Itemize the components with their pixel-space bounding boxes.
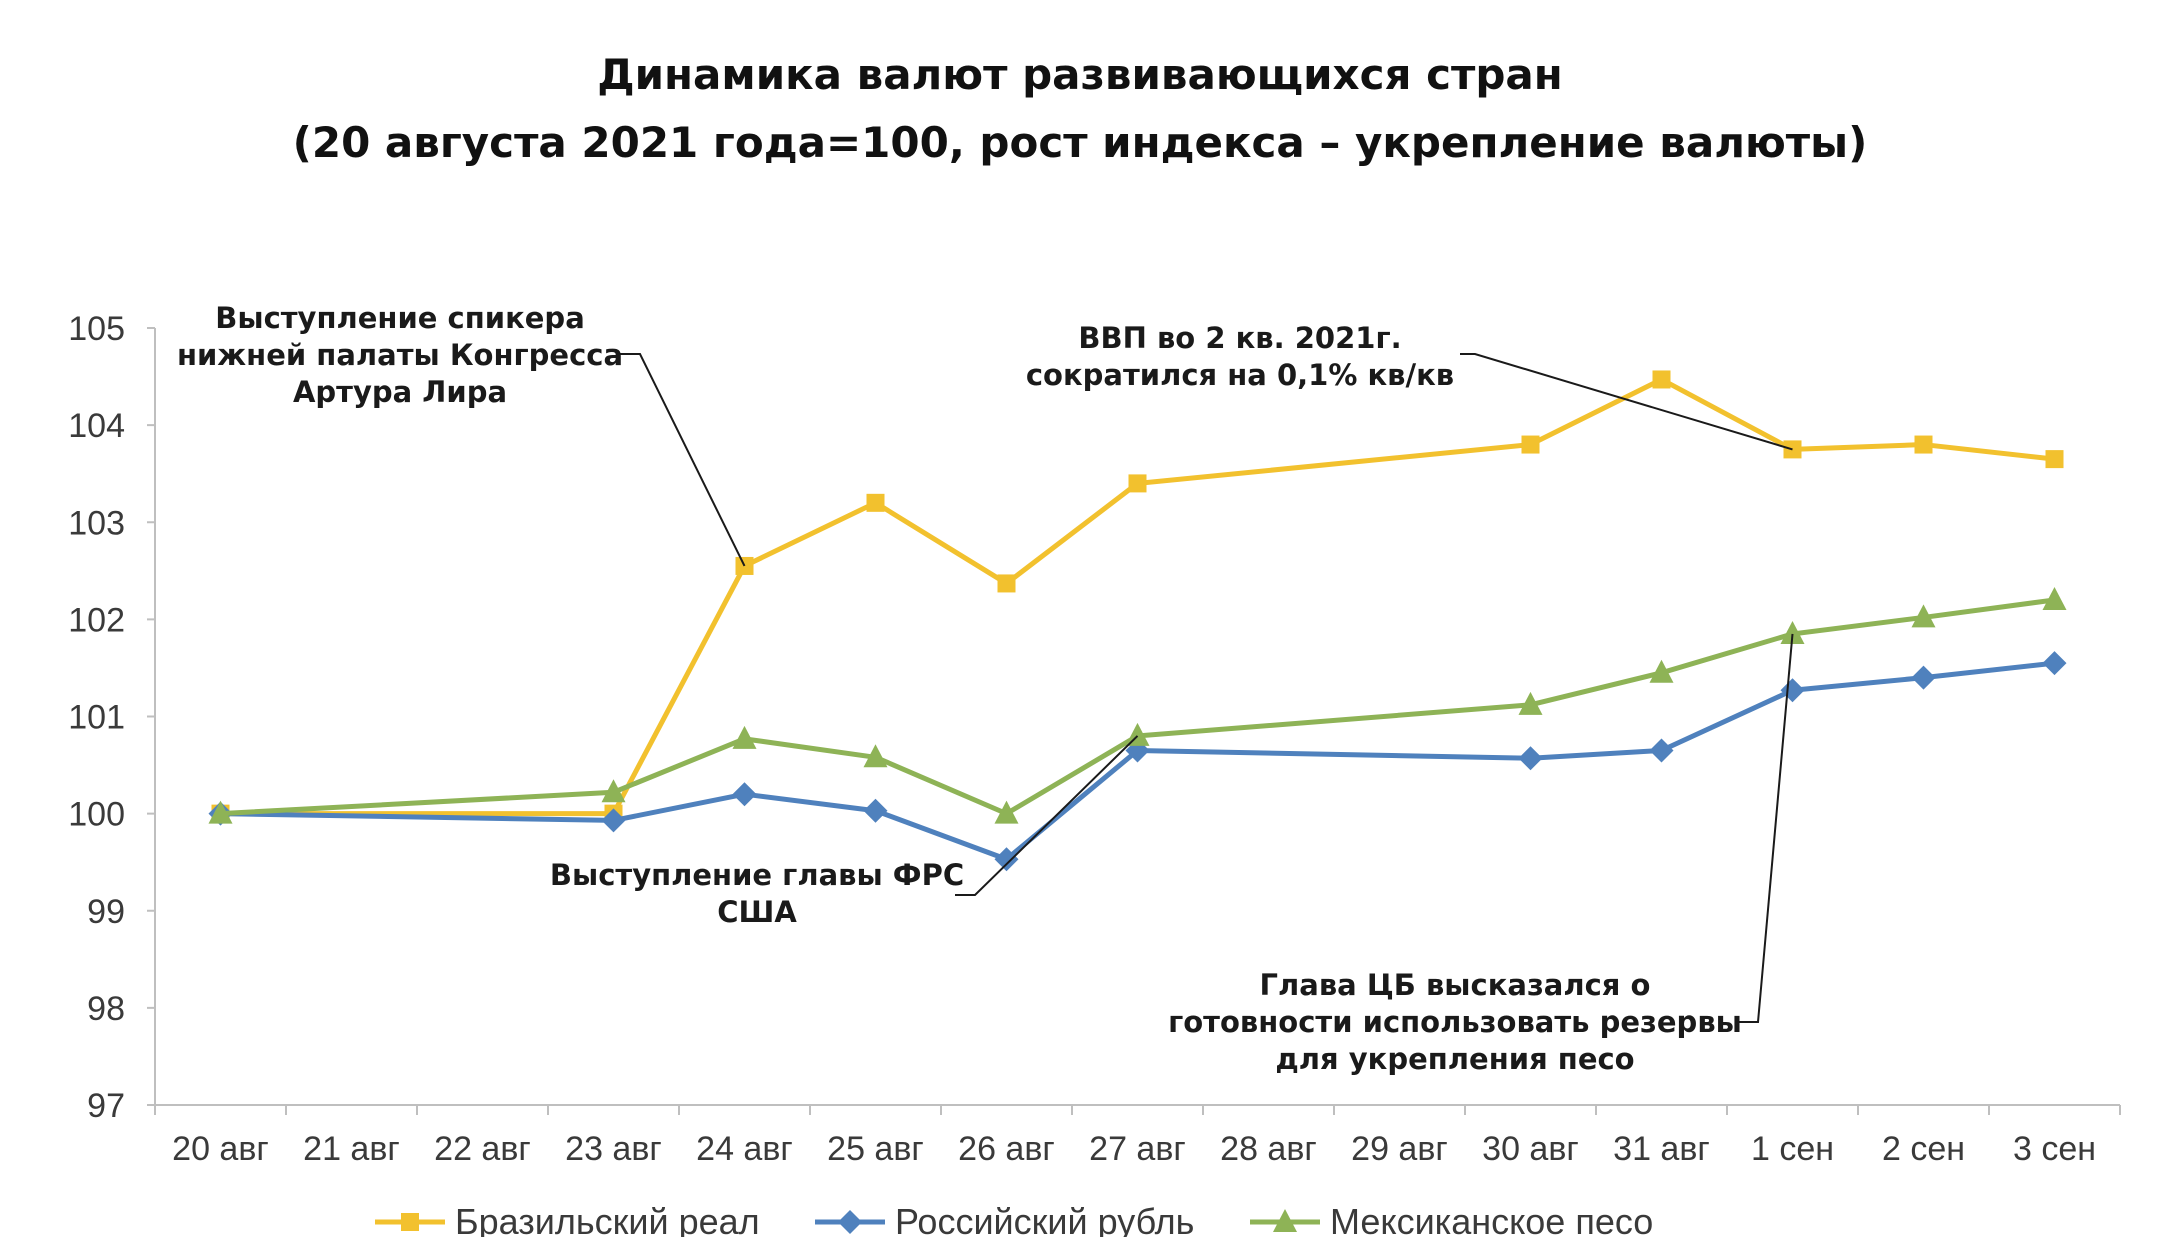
x-tick-label: 26 авг [958,1130,1055,1168]
y-tick-label: 104 [68,407,125,445]
data-point [1518,691,1543,715]
data-point [994,800,1019,824]
data-point [1780,620,1805,644]
y-tick-label: 98 [87,990,125,1028]
data-point [1128,474,1147,493]
x-tick-label: 30 авг [1482,1130,1579,1168]
annotation-leader-line [1735,633,1794,1023]
annotation-text: Артура Лира [293,375,507,409]
data-point [1125,722,1150,746]
annotation-leader-line [620,353,746,567]
legend-label: Бразильский реал [455,1201,760,1237]
data-point [1780,678,1805,703]
data-point [1521,435,1540,454]
y-tick-label: 102 [68,601,125,639]
annotation-text: США [717,895,797,929]
data-point [1649,659,1674,683]
chart-title: Динамика валют развивающихся стран [597,50,1563,99]
annotation-text: готовности использовать резервы [1168,1005,1742,1039]
annotation-text: Выступление спикера [215,301,585,335]
annotation-text: нижней палаты Конгресса [177,338,623,372]
x-tick-label: 31 авг [1613,1130,1710,1168]
data-point [997,574,1016,593]
data-point [601,779,626,803]
x-tick-label: 24 авг [696,1130,793,1168]
data-point [732,782,757,807]
y-tick-label: 101 [68,699,125,737]
annotation-text: ВВП во 2 кв. 2021г. [1078,321,1401,355]
annotation-leader-line [1460,353,1793,451]
x-tick-label: 2 сен [1882,1130,1965,1168]
data-point [1652,370,1671,389]
x-tick-label: 22 авг [434,1130,531,1168]
legend-label: Мексиканское песо [1330,1201,1653,1237]
data-point [1914,435,1933,454]
data-point [732,725,757,749]
x-tick-label: 29 авг [1351,1130,1448,1168]
x-tick-label: 27 авг [1089,1130,1186,1168]
data-point [994,847,1019,872]
y-tick-label: 97 [87,1087,125,1125]
annotation-text: Глава ЦБ высказался о [1260,968,1651,1002]
legend-swatch-marker [838,1210,862,1234]
chart-subtitle: (20 августа 2021 года=100, рост индекса … [292,118,1868,167]
x-tick-label: 25 авг [827,1130,924,1168]
data-point [2045,450,2064,469]
data-point [1911,604,1936,628]
data-point [1649,738,1674,763]
data-point [2042,651,2067,676]
y-tick-label: 100 [68,796,125,834]
y-tick-label: 103 [68,504,125,542]
data-point [208,800,233,824]
y-tick-label: 99 [87,893,125,931]
legend-label: Российский рубль [895,1201,1194,1237]
data-point [1911,665,1936,690]
y-tick-label: 105 [68,310,125,348]
annotation-text: сократился на 0,1% кв/кв [1026,358,1454,392]
x-tick-label: 28 авг [1220,1130,1317,1168]
annotation-text: для укрепления песо [1275,1042,1634,1076]
data-point [863,744,888,768]
x-tick-label: 23 авг [565,1130,662,1168]
data-point [863,798,888,823]
data-point [866,493,885,512]
legend-swatch-marker [401,1213,419,1231]
annotation-text: Выступление главы ФРС [550,858,964,892]
annotation-leader-line [955,735,1139,896]
legend-swatch-marker [1273,1209,1297,1232]
x-tick-label: 3 сен [2013,1130,2096,1168]
x-tick-label: 21 авг [303,1130,400,1168]
x-tick-label: 1 сен [1751,1130,1834,1168]
data-point [601,808,626,833]
data-point [1518,746,1543,771]
data-point [2042,586,2067,610]
x-tick-label: 20 авг [172,1130,269,1168]
